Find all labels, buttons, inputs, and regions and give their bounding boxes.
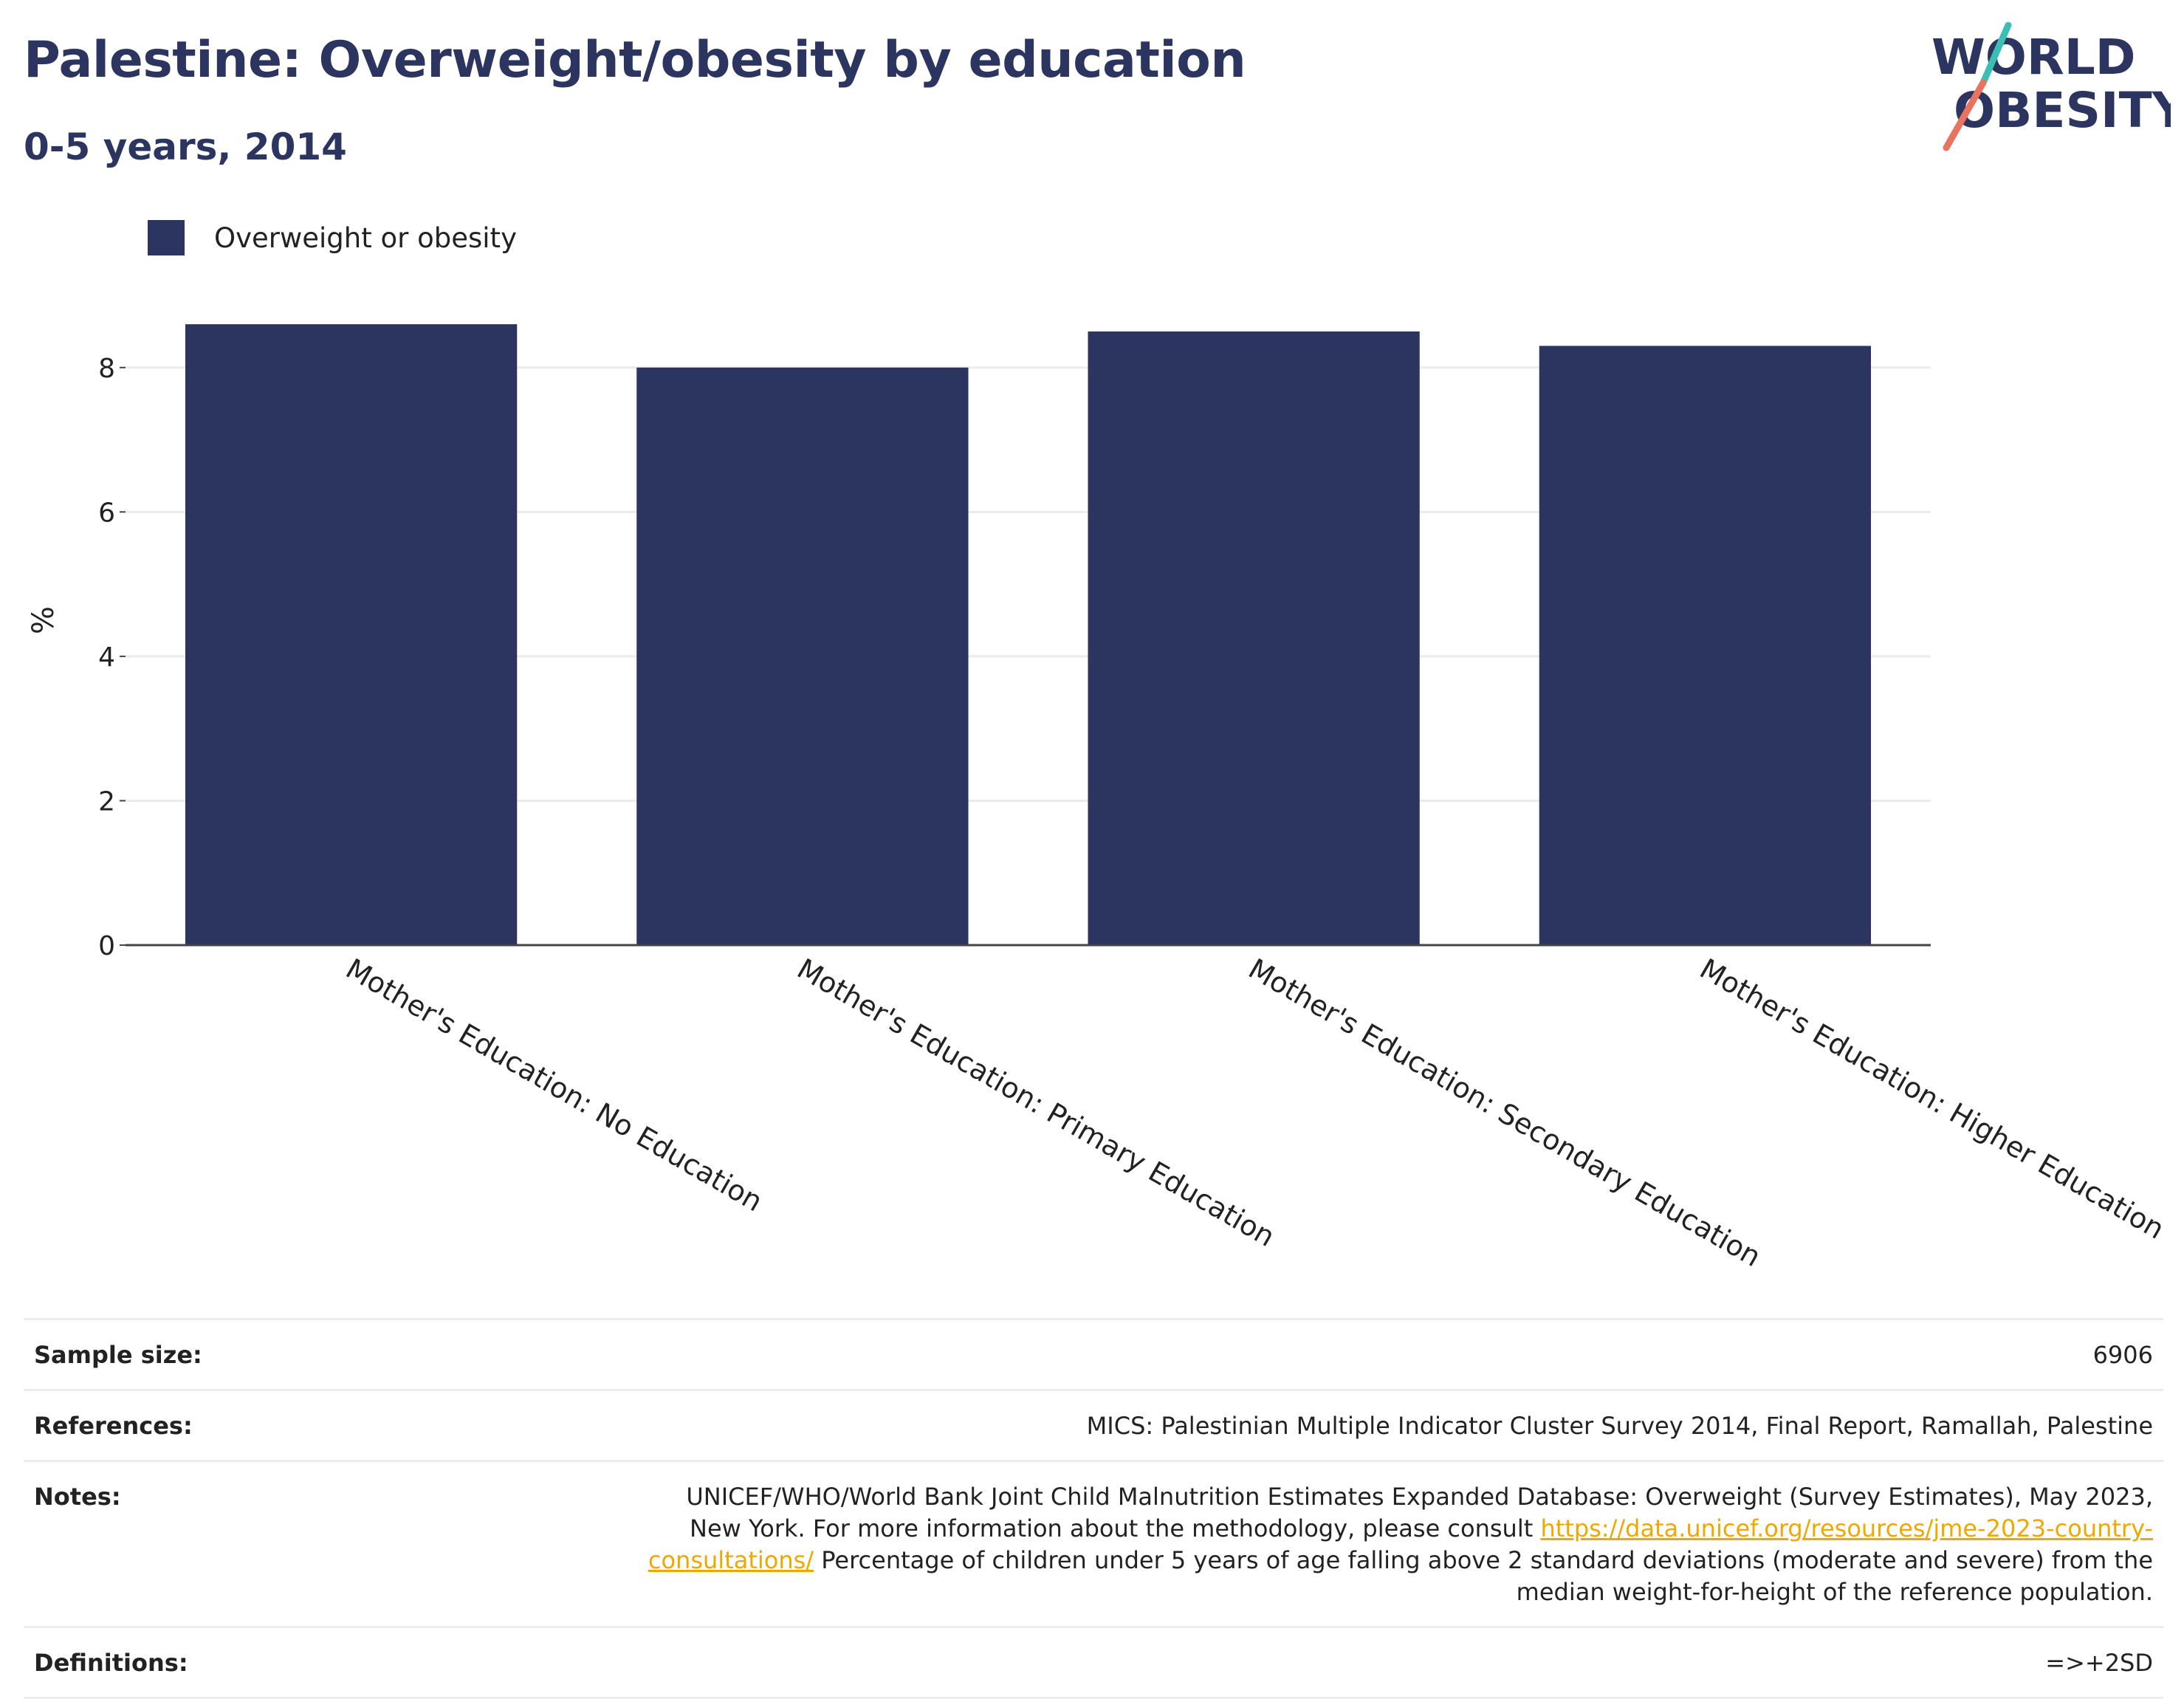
y-tick-label: 4 — [98, 642, 115, 673]
y-tick-label: 8 — [98, 354, 115, 384]
y-tick-label: 2 — [98, 786, 115, 817]
meta-value-notes: UNICEF/WHO/World Bank Joint Child Malnut… — [639, 1481, 2153, 1608]
meta-row-definitions: Definitions: =>+2SD — [24, 1626, 2163, 1699]
legend-label: Overweight or obesity — [214, 222, 517, 254]
methodology-link[interactable]: https://data.unicef.org/resources/jme-20… — [648, 1514, 2153, 1574]
metadata-table: Sample size: 6906 References: MICS: Pale… — [24, 1318, 2163, 1699]
meta-label: References: — [34, 1412, 193, 1440]
x-tick-label: Mother's Education: Primary Education — [791, 953, 1280, 1253]
y-tick-label: 6 — [98, 498, 115, 528]
bar — [1539, 346, 1872, 945]
meta-row-notes: Notes: UNICEF/WHO/World Bank Joint Child… — [24, 1460, 2163, 1626]
legend-swatch — [148, 220, 185, 255]
chart-title: Palestine: Overweight/obesity by educati… — [24, 31, 1246, 89]
y-tick-label: 0 — [98, 931, 115, 961]
logo-word-obesity: OBESITY — [1954, 82, 2171, 139]
bar — [1088, 331, 1420, 945]
notes-text-before: UNICEF/WHO/World Bank Joint Child Malnut… — [686, 1483, 2153, 1542]
x-tick-label: Mother's Education: Higher Education — [1694, 953, 2170, 1246]
y-axis-label: % — [27, 606, 61, 634]
logo-slash-top — [1979, 22, 2012, 86]
notes-text-after: Percentage of children under 5 years of … — [814, 1546, 2153, 1606]
bar — [636, 367, 969, 945]
world-obesity-logo: WORLD OBESITY — [1931, 22, 2171, 151]
logo-slash-bottom — [1943, 79, 1987, 151]
meta-label: Sample size: — [34, 1341, 202, 1369]
meta-value: =>+2SD — [2045, 1649, 2153, 1677]
meta-value: MICS: Palestinian Multiple Indicator Clu… — [1086, 1412, 2153, 1440]
logo-word-world: WORLD — [1931, 29, 2136, 86]
meta-row-sample-size: Sample size: 6906 — [24, 1318, 2163, 1389]
x-tick-label: Mother's Education: No Education — [340, 953, 768, 1218]
bar — [185, 324, 518, 946]
chart-legend[interactable]: Overweight or obesity — [148, 220, 517, 255]
x-tick-label: Mother's Education: Secondary Education — [1243, 953, 1767, 1274]
meta-row-references: References: MICS: Palestinian Multiple I… — [24, 1389, 2163, 1460]
meta-value: 6906 — [2092, 1341, 2153, 1369]
chart-subtitle: 0-5 years, 2014 — [24, 126, 347, 168]
meta-label: Notes: — [34, 1483, 121, 1511]
meta-label: Definitions: — [34, 1649, 188, 1677]
